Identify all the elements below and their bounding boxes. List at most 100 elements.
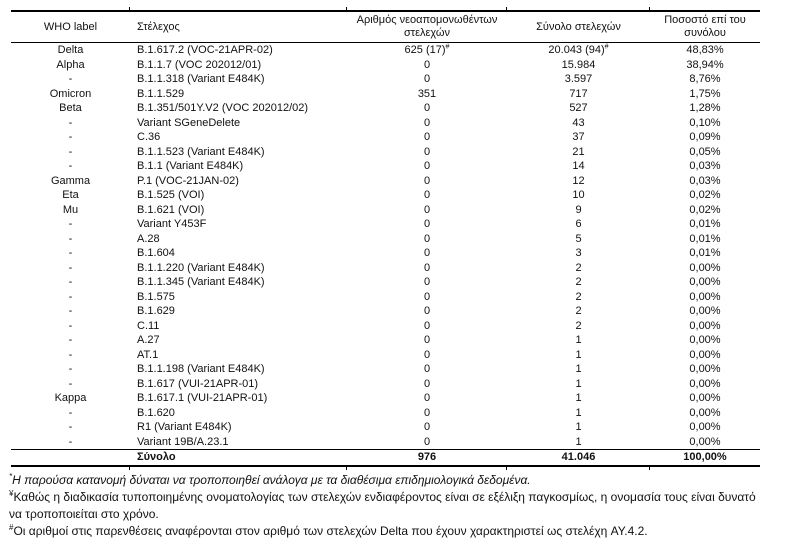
- table-row: - B.1.620 0 1 0,00%: [11, 406, 760, 421]
- table-row: - B.1.1.345 (Variant E484K) 0 2 0,00%: [11, 275, 760, 290]
- cell-new: 0: [423, 377, 431, 390]
- cell-new: 0: [423, 160, 431, 172]
- cell-who: -: [68, 116, 73, 129]
- total-strains: 41.046: [507, 449, 650, 466]
- cell-strain: B.1.1.318 (Variant E484K): [137, 73, 265, 85]
- cell-new: 0: [423, 363, 431, 375]
- table-row: Mu B.1.621 (VOI) 0 9 0,02%: [11, 203, 760, 218]
- variants-table: WHO label Στέλεχος Αριθμός νεοαπομονωθέν…: [11, 10, 760, 467]
- table-row: - R1 (Variant E484K) 0 1 0,00%: [11, 420, 760, 435]
- cell-pct: 1,75%: [689, 87, 721, 100]
- cell-who: -: [68, 377, 73, 390]
- cell-who: Omicron: [49, 87, 92, 100]
- table-row: Omicron B.1.1.529 351 717 1,75%: [11, 87, 760, 102]
- cell-total: 15.984: [561, 58, 596, 71]
- column-divider-tick: [346, 7, 347, 10]
- cell-who: -: [68, 435, 73, 448]
- cell-total: 3.597: [564, 73, 593, 85]
- table-row: - B.1.629 0 2 0,00%: [11, 304, 760, 319]
- cell-pct: 0,01%: [689, 247, 721, 259]
- footnote-text: Καθώς η διαδικασία τυποποιημένης ονοματο…: [9, 490, 756, 521]
- cell-strain: B.1.1.7 (VOC 202012/01): [137, 58, 262, 71]
- cell-new: 0: [423, 261, 431, 274]
- column-divider-tick: [649, 7, 650, 10]
- cell-pct: 0,01%: [689, 218, 721, 230]
- cell-total: 12: [572, 174, 585, 187]
- cell-total: 1: [575, 435, 582, 448]
- cell-total: 6: [575, 218, 582, 230]
- table-row: - B.1.1 (Variant E484K) 0 14 0,03%: [11, 159, 760, 174]
- cell-new: 0: [423, 276, 431, 288]
- table-row: - B.1.1.198 (Variant E484K) 0 1 0,00%: [11, 362, 760, 377]
- footnote-marker: *: [9, 472, 13, 481]
- cell-who: -: [68, 73, 73, 85]
- total-new-isolates: 976: [347, 449, 507, 466]
- table-header: WHO label Στέλεχος Αριθμός νεοαπομονωθέν…: [11, 11, 760, 43]
- cell-total: 9: [575, 203, 582, 216]
- cell-who: -: [68, 218, 73, 230]
- column-divider-tick: [649, 467, 650, 470]
- cell-total: 717: [569, 87, 588, 100]
- col-header-new-isolates: Αριθμός νεοαπομονωθέντων στελεχών: [347, 11, 507, 43]
- cell-total: 21: [572, 145, 585, 158]
- cell-total: 14: [572, 160, 585, 172]
- cell-strain: B.1.1 (Variant E484K): [137, 160, 244, 172]
- cell-new: 0: [423, 334, 431, 346]
- cell-pct: 0,01%: [689, 232, 721, 245]
- cell-new: 0: [423, 218, 431, 230]
- cell-strain: B.1.525 (VOI): [137, 189, 205, 201]
- cell-who: Mu: [62, 203, 79, 216]
- cell-strain: B.1.1.523 (Variant E484K): [137, 145, 265, 158]
- cell-strain: B.1.1.220 (Variant E484K): [137, 261, 265, 274]
- cell-pct: 0,02%: [689, 189, 721, 201]
- cell-strain: B.1.620: [137, 406, 175, 419]
- cell-who: Eta: [62, 189, 79, 201]
- table-row: - C.36 0 37 0,09%: [11, 130, 760, 145]
- column-divider-tick: [346, 467, 347, 470]
- cell-who: -: [68, 261, 73, 274]
- cell-strain: AT.1: [137, 348, 159, 361]
- table-row: - B.1.1.220 (Variant E484K) 0 2 0,00%: [11, 261, 760, 276]
- footnote-marker: #: [445, 43, 450, 51]
- cell-strain: Variant 19B/A.23.1: [137, 435, 229, 448]
- cell-total: 1: [575, 421, 582, 433]
- cell-pct: 38,94%: [686, 58, 724, 71]
- cell-who: Alpha: [56, 58, 85, 71]
- table-row: Beta B.1.351/501Y.V2 (VOC 202012/02) 0 527 1…: [11, 101, 760, 116]
- cell-total: 2: [575, 261, 582, 274]
- cell-new: 0: [423, 58, 431, 71]
- table-row: Alpha B.1.1.7 (VOC 202012/01) 0 15.984 38,94…: [11, 58, 760, 73]
- cell-total: 1: [575, 406, 582, 419]
- cell-total: 2: [575, 319, 582, 332]
- cell-new: 0: [423, 392, 431, 404]
- cell-total: 5: [575, 232, 582, 245]
- cell-pct: 0,00%: [689, 435, 721, 448]
- table-row: - C.11 0 2 0,00%: [11, 319, 760, 334]
- cell-who: -: [68, 319, 73, 332]
- total-label: Σύνολο: [130, 449, 347, 466]
- col-header-who-label: WHO label: [11, 11, 130, 43]
- cell-total: 1: [575, 377, 582, 390]
- cell-pct: 48,83%: [686, 44, 724, 56]
- cell-who: -: [68, 160, 73, 172]
- cell-strain: P.1 (VOC-21JAN-02): [137, 174, 239, 187]
- cell-new: 0: [423, 421, 431, 433]
- cell-new: 0: [423, 435, 431, 448]
- cell-total: 1: [575, 334, 582, 346]
- cell-new: 0: [423, 174, 431, 187]
- cell-total: 527: [569, 102, 588, 114]
- cell-new: 0: [423, 247, 431, 259]
- cell-strain: R1 (Variant E484K): [137, 421, 232, 433]
- cell-strain: A.28: [137, 232, 160, 245]
- cell-strain: B.1.604: [137, 247, 175, 259]
- cell-pct: 0,03%: [689, 160, 721, 172]
- table-row: - Variant Y453F 0 6 0,01%: [11, 217, 760, 232]
- cell-who: Gamma: [50, 174, 91, 187]
- cell-strain: B.1.617.2 (VOC-21APR-02): [137, 44, 273, 56]
- cell-strain: Variant Y453F: [137, 218, 207, 230]
- footnote-text: Η παρούσα κατανομή δύναται να τροποποιηθ…: [12, 473, 531, 487]
- cell-pct: 1,28%: [689, 102, 721, 114]
- column-divider-tick: [506, 7, 507, 10]
- cell-who: Delta: [57, 44, 84, 56]
- footnote: ¥Καθώς η διαδικασία τυποποιημένης ονοματ…: [9, 489, 771, 523]
